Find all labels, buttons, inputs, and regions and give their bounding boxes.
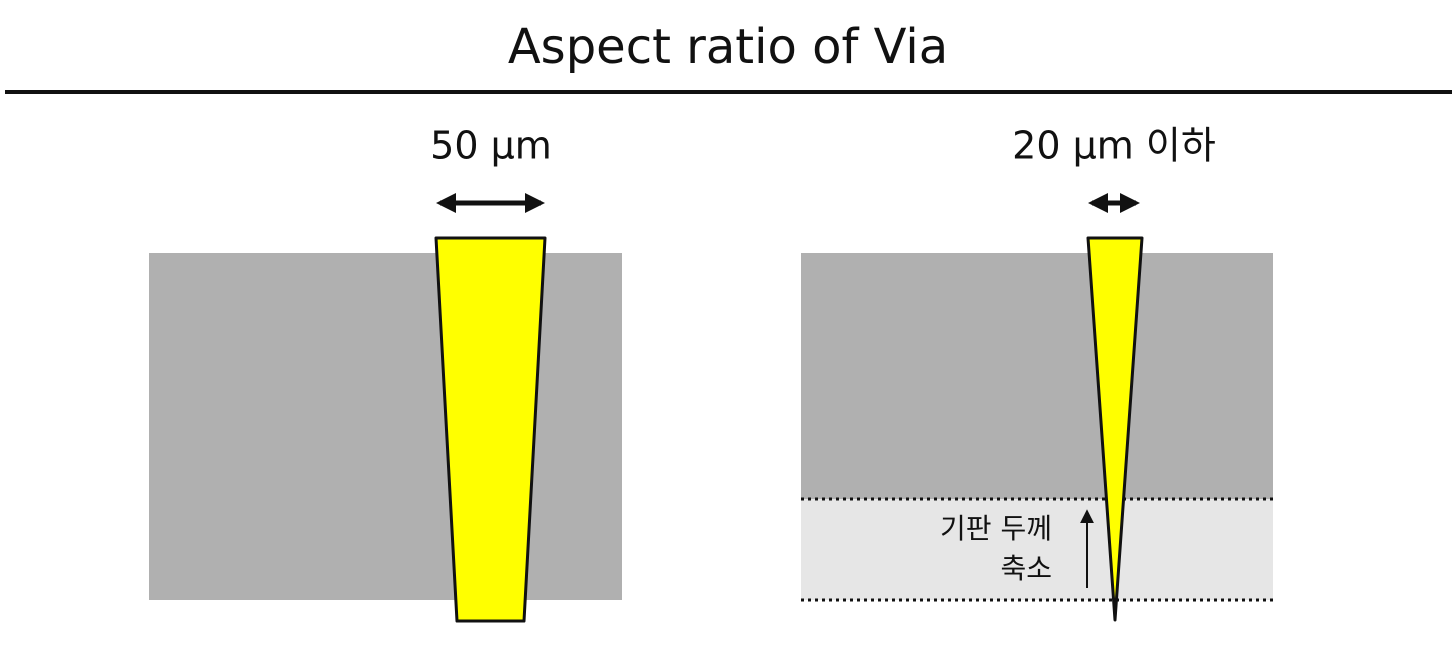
width-label: 20 μm 이하	[1012, 124, 1216, 168]
annotation-line: 기판 두께	[940, 512, 1052, 545]
reduced-region	[801, 499, 1273, 600]
via	[1086, 236, 1144, 622]
width-label: 50 μm	[430, 124, 552, 168]
annotation-line: 축소	[1000, 552, 1052, 585]
title: Aspect ratio of Via	[508, 19, 948, 75]
substrate	[801, 253, 1273, 499]
substrate	[149, 253, 622, 600]
via	[434, 236, 547, 623]
